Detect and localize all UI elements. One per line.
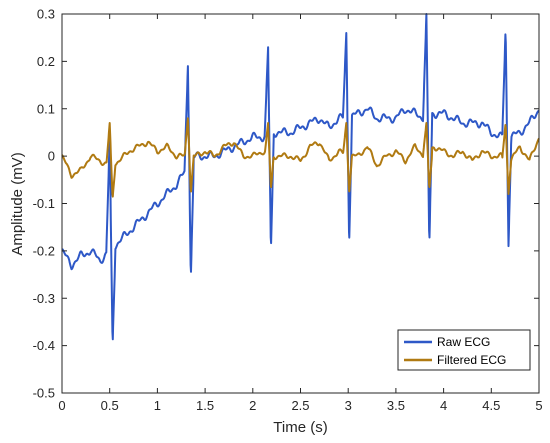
x-axis: 0 0.5 1 1.5 2 2.5 3 3.5 4 4.5 5 [58, 14, 543, 413]
x-tick-label-0: 0 [58, 398, 65, 413]
x-tick-label-10: 5 [535, 398, 542, 413]
y-tick-label-1: -0.4 [33, 338, 55, 353]
x-tick-label-9: 4.5 [482, 398, 500, 413]
y-tick-label-8: 0.3 [37, 7, 55, 22]
x-tick-label-8: 4 [440, 398, 447, 413]
x-tick-label-4: 2 [249, 398, 256, 413]
x-tick-label-5: 2.5 [291, 398, 309, 413]
y-tick-label-3: -0.2 [33, 243, 55, 258]
y-tick-label-5: 0 [48, 149, 55, 164]
y-tick-label-6: 0.1 [37, 101, 55, 116]
series-line-raw-ecg [61, 13, 540, 341]
y-tick-label-2: -0.3 [33, 291, 55, 306]
x-tick-label-6: 3 [345, 398, 352, 413]
y-axis-label: Amplitude (mV) [9, 152, 26, 255]
legend: Raw ECG Filtered ECG [397, 329, 531, 371]
x-axis-label: Time (s) [273, 419, 327, 436]
legend-label-raw: Raw ECG [437, 335, 490, 349]
y-tick-label-0: -0.5 [33, 386, 55, 401]
y-tick-label-7: 0.2 [37, 54, 55, 69]
series-line-filtered-ecg [61, 117, 540, 198]
y-tick-label-4: -0.1 [33, 196, 55, 211]
y-axis: -0.5 -0.4 -0.3 -0.2 -0.1 0 0.1 0.2 0.3 [33, 7, 539, 401]
legend-label-filtered: Filtered ECG [437, 353, 506, 367]
x-tick-label-7: 3.5 [387, 398, 405, 413]
x-tick-label-3: 1.5 [196, 398, 214, 413]
x-tick-label-2: 1 [154, 398, 161, 413]
legend-box [397, 329, 531, 371]
x-tick-label-1: 0.5 [101, 398, 119, 413]
series-lines [61, 13, 540, 341]
